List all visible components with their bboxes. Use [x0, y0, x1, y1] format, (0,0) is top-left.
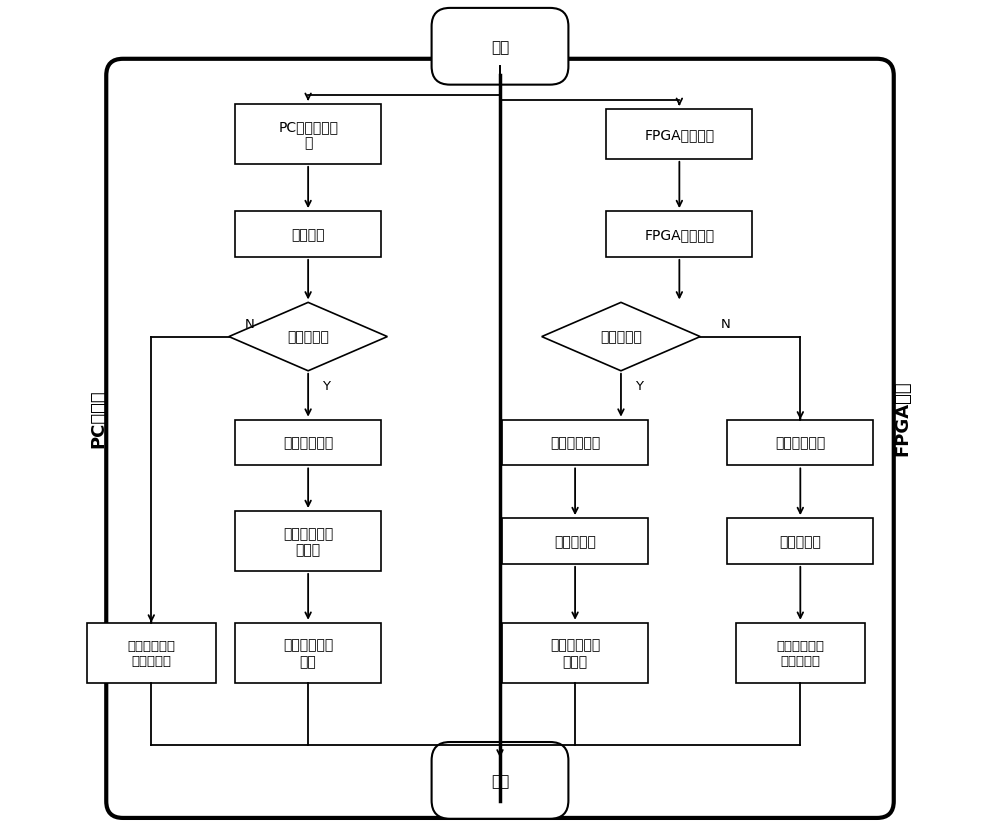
- Bar: [235, 104, 381, 165]
- Text: 发送图像信源: 发送图像信源: [283, 436, 333, 450]
- Text: 图像模式？: 图像模式？: [600, 330, 642, 344]
- Bar: [235, 512, 381, 571]
- Text: 编译码处理: 编译码处理: [554, 534, 596, 548]
- Bar: [502, 518, 648, 564]
- Bar: [235, 420, 381, 466]
- FancyBboxPatch shape: [106, 59, 894, 818]
- Text: 生成随机信源: 生成随机信源: [775, 436, 825, 450]
- Text: 对比处理前后
图像: 对比处理前后 图像: [283, 638, 333, 668]
- FancyBboxPatch shape: [432, 742, 568, 818]
- Text: FPGA接收参数: FPGA接收参数: [644, 227, 714, 242]
- FancyBboxPatch shape: [432, 9, 568, 85]
- Bar: [235, 623, 381, 683]
- Bar: [502, 420, 648, 466]
- Bar: [606, 212, 752, 257]
- Text: 编译码处理: 编译码处理: [779, 534, 821, 548]
- Text: 接收误码率以
便性能测试: 接收误码率以 便性能测试: [127, 639, 175, 667]
- Text: 发送误码率以
便性能测试: 发送误码率以 便性能测试: [776, 639, 824, 667]
- Text: PC界面启动成
功: PC界面启动成 功: [278, 120, 338, 150]
- Bar: [502, 623, 648, 683]
- Text: 结束: 结束: [491, 773, 509, 788]
- Text: 图像模式？: 图像模式？: [287, 330, 329, 344]
- Text: Y: Y: [635, 380, 643, 393]
- Polygon shape: [542, 303, 700, 371]
- Text: N: N: [245, 318, 255, 330]
- Text: 发送处理后图
像信息: 发送处理后图 像信息: [550, 638, 600, 668]
- Text: 发送参数: 发送参数: [291, 227, 325, 242]
- Text: Y: Y: [322, 380, 330, 393]
- Text: PC端界面: PC端界面: [89, 389, 107, 447]
- Bar: [235, 212, 381, 257]
- Text: 接收图像信源: 接收图像信源: [550, 436, 600, 450]
- Text: FPGA模块: FPGA模块: [893, 380, 911, 456]
- Bar: [87, 623, 216, 683]
- Text: 开始: 开始: [491, 40, 509, 54]
- Polygon shape: [229, 303, 387, 371]
- Text: FPGA启动成功: FPGA启动成功: [644, 128, 714, 141]
- Bar: [727, 420, 873, 466]
- Bar: [727, 518, 873, 564]
- Bar: [606, 110, 752, 160]
- Bar: [736, 623, 865, 683]
- Text: N: N: [720, 318, 730, 330]
- Text: 接收处理后图
像信息: 接收处理后图 像信息: [283, 526, 333, 557]
